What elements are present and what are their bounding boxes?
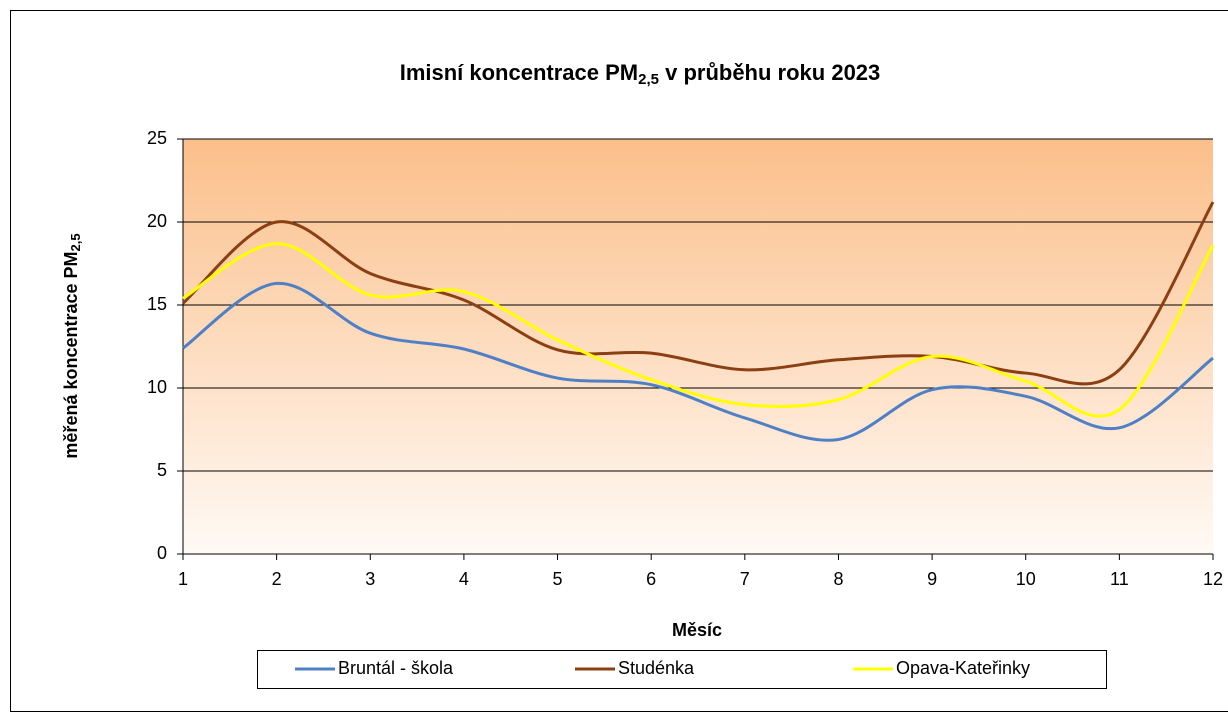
y-tick-label: 15 bbox=[147, 294, 167, 314]
x-tick-label: 2 bbox=[272, 569, 282, 589]
title-text: v průběhu roku 2023 bbox=[659, 60, 880, 85]
series-line bbox=[182, 281, 1214, 442]
x-tick-label: 3 bbox=[365, 569, 375, 589]
y-tick-label: 20 bbox=[147, 211, 167, 231]
legend-label: Opava-Kateřinky bbox=[896, 658, 1030, 678]
legend-label: Bruntál - škola bbox=[338, 658, 454, 678]
legend-label: Studénka bbox=[618, 658, 695, 678]
legend bbox=[257, 650, 1107, 689]
x-tick-label: 6 bbox=[646, 569, 656, 589]
x-tick-label: 8 bbox=[833, 569, 843, 589]
x-tick-label: 10 bbox=[1016, 569, 1036, 589]
title-subscript: 2,5 bbox=[638, 71, 659, 88]
y-tick-label: 25 bbox=[147, 128, 167, 148]
x-tick-label: 1 bbox=[178, 569, 188, 589]
y-tick-label: 5 bbox=[157, 460, 167, 480]
chart-title: Imisní koncentrace PM2,5 v průběhu roku … bbox=[400, 60, 881, 88]
x-tick-label: 9 bbox=[927, 569, 937, 589]
y-axis-label: měřená koncentrace PM2,5 bbox=[61, 233, 84, 458]
series-line bbox=[182, 242, 1215, 418]
x-tick-label: 12 bbox=[1203, 569, 1223, 589]
y-label-subscript: 2,5 bbox=[68, 233, 83, 251]
series-line bbox=[182, 201, 1215, 386]
plot-area bbox=[183, 139, 1213, 554]
x-tick-label: 4 bbox=[459, 569, 469, 589]
y-tick-label: 0 bbox=[157, 543, 167, 563]
x-tick-label: 5 bbox=[553, 569, 563, 589]
x-axis-label: Měsíc bbox=[672, 620, 722, 640]
y-label-text: měřená koncentrace PM bbox=[61, 251, 81, 458]
y-tick-label: 10 bbox=[147, 377, 167, 397]
title-text: Imisní koncentrace PM bbox=[400, 60, 638, 85]
x-tick-label: 7 bbox=[740, 569, 750, 589]
x-tick-label: 11 bbox=[1110, 569, 1129, 589]
